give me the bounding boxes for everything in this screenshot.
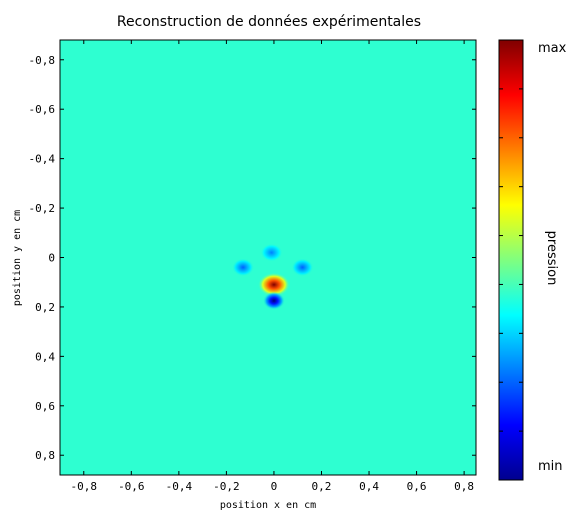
y-tick-label: 0,8 (35, 449, 55, 462)
y-axis-label: position y en cm (12, 210, 23, 306)
heatmap-trough (232, 258, 255, 277)
x-tick-label: 0,6 (407, 480, 427, 493)
x-tick-label: 0,2 (312, 480, 332, 493)
x-tick-label: 0,8 (454, 480, 474, 493)
y-tick-label: -0,2 (29, 202, 56, 215)
y-axis-ticks: -0,8 -0,6 -0,4 -0,2 0 0,2 0,4 0,6 0,8 (29, 54, 476, 462)
x-tick-label: -0,4 (166, 480, 193, 493)
x-tick-label: -0,6 (118, 480, 145, 493)
colorbar-ticks (499, 88, 523, 432)
chart-title: Reconstruction de données expérimentales (117, 14, 421, 30)
y-tick-label: -0,8 (29, 54, 56, 67)
y-tick-label: 0,4 (35, 350, 55, 363)
heatmap-trough (291, 258, 314, 277)
y-tick-label: -0,6 (29, 103, 56, 116)
colorbar-min-label: min (538, 459, 563, 474)
colorbar-max-label: max (538, 41, 567, 56)
y-tick-label: -0,4 (29, 153, 56, 166)
y-tick-label: 0 (48, 252, 55, 265)
heatmap-features (232, 243, 314, 310)
colorbar-label: pression (544, 231, 559, 286)
x-tick-label: 0,4 (359, 480, 379, 493)
colorbar-gradient (498, 39, 524, 481)
colorbar: max min pression (498, 39, 567, 481)
y-tick-label: 0,6 (35, 400, 55, 413)
x-tick-label: 0 (271, 480, 278, 493)
heatmap-trough (262, 291, 285, 310)
y-tick-label: 0,2 (35, 301, 55, 314)
x-tick-label: -0,8 (71, 480, 98, 493)
heatmap-peak (257, 272, 290, 297)
x-axis-ticks: -0,8 -0,6 -0,4 -0,2 0 0,2 0,4 0,6 0,8 (71, 40, 474, 493)
x-axis-label: position x en cm (220, 500, 316, 511)
plot-area: -0,8 -0,6 -0,4 -0,2 0 0,2 0,4 0,6 0,8 -0,8-0,6-0… (29, 39, 477, 493)
x-tick-label: -0,2 (213, 480, 240, 493)
heatmap-trough (260, 243, 283, 262)
